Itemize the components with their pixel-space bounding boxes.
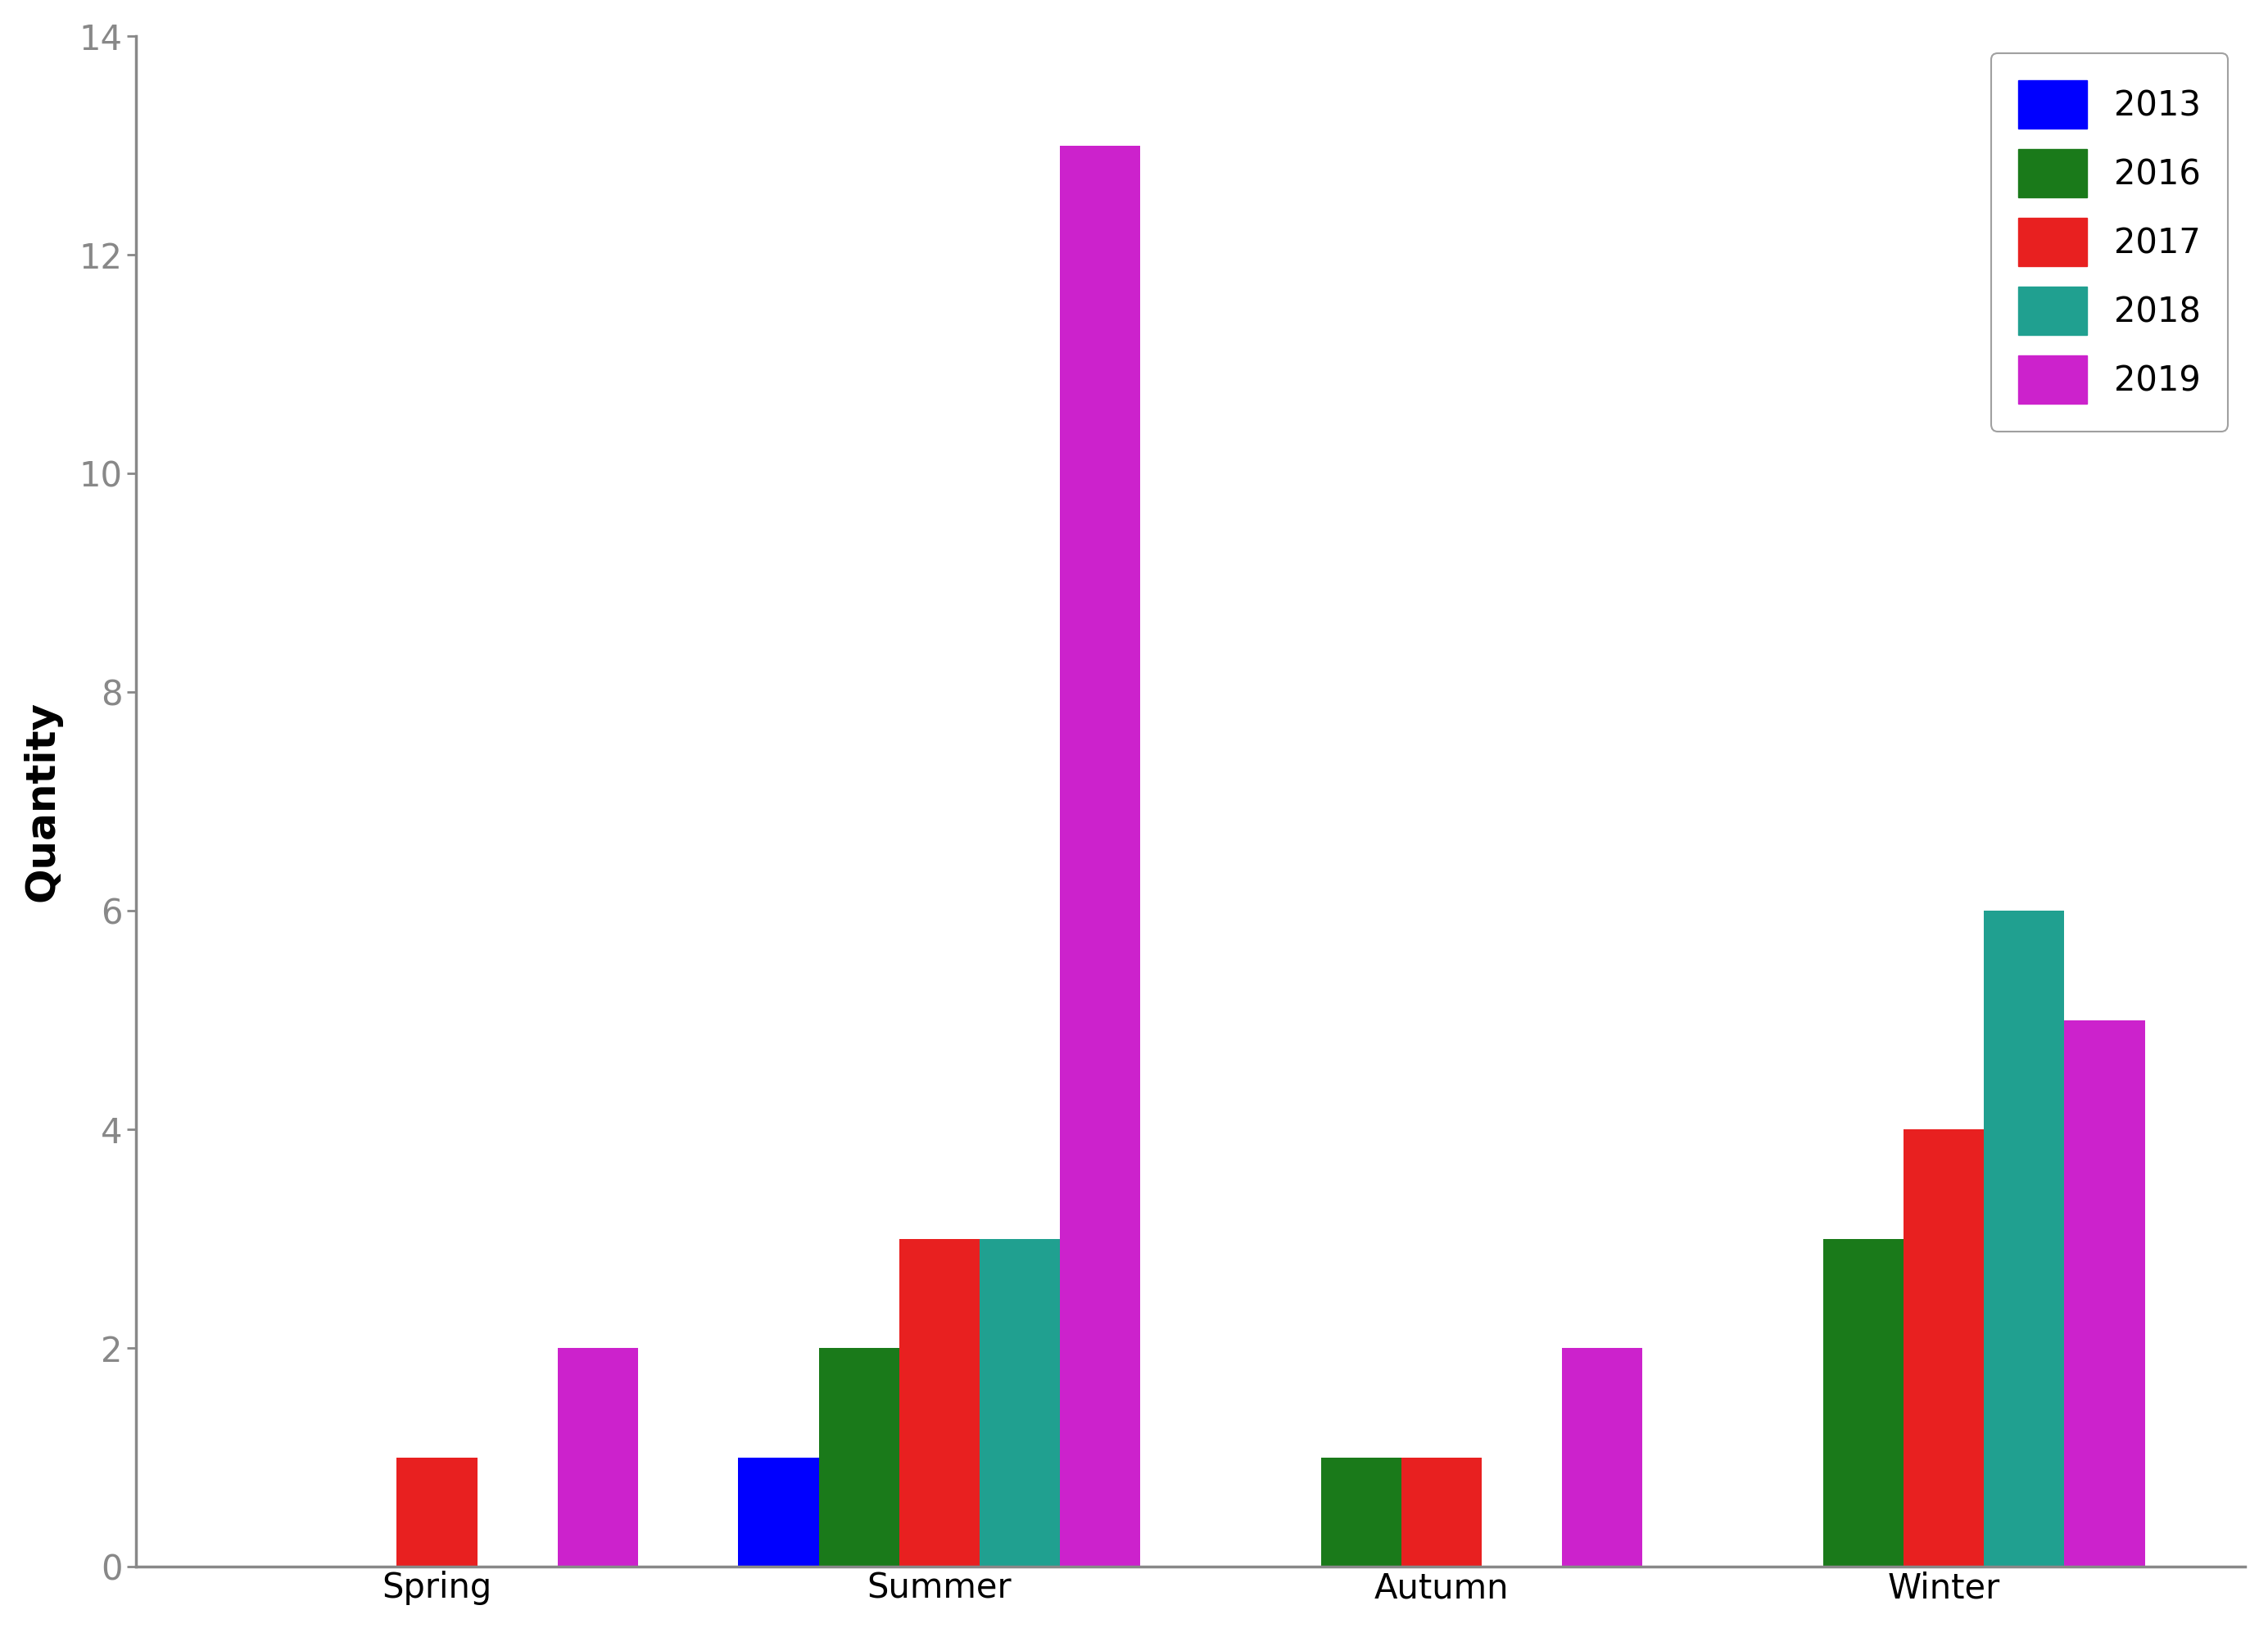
Bar: [819, 1348, 898, 1566]
Bar: [1059, 145, 1141, 1566]
Bar: [1402, 1457, 1481, 1566]
Bar: [1823, 1239, 1903, 1566]
Y-axis label: Quantity: Quantity: [23, 702, 61, 902]
Bar: [1563, 1348, 1642, 1566]
Bar: [558, 1348, 637, 1566]
Bar: [2064, 1021, 2146, 1566]
Bar: [1903, 1130, 1984, 1566]
Legend: 2013, 2016, 2017, 2018, 2019: 2013, 2016, 2017, 2018, 2019: [1991, 54, 2227, 431]
Bar: [898, 1239, 980, 1566]
Bar: [739, 1457, 819, 1566]
Bar: [397, 1457, 476, 1566]
Bar: [980, 1239, 1059, 1566]
Bar: [1320, 1457, 1402, 1566]
Bar: [1984, 912, 2064, 1566]
